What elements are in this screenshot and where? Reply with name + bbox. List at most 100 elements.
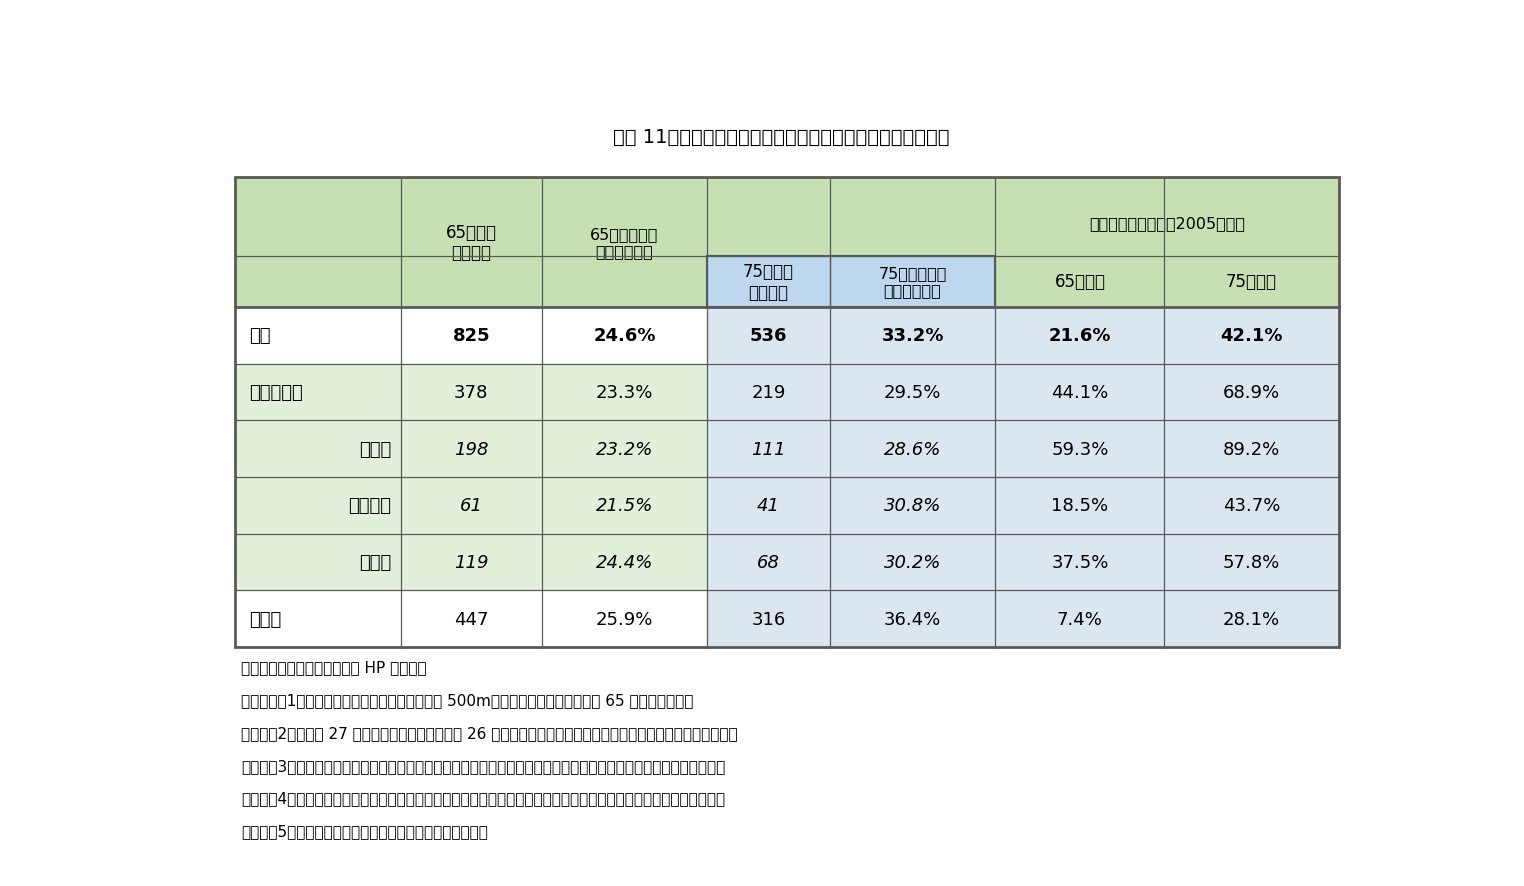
Text: （資料）農林水産政策研究所 HP より抜粋: （資料）農林水産政策研究所 HP より抜粋 — [241, 659, 427, 674]
Text: 44.1%: 44.1% — [1052, 384, 1108, 401]
Bar — [1164, 178, 1338, 307]
Text: 198: 198 — [454, 440, 489, 458]
Bar — [831, 178, 995, 256]
Bar — [401, 591, 543, 648]
Text: 65歳以上
（万人）: 65歳以上 （万人） — [447, 223, 497, 262]
Bar — [235, 421, 401, 478]
Bar — [707, 591, 831, 648]
Bar — [235, 421, 401, 478]
Text: 75歳以上人口
に占める割合: 75歳以上人口 に占める割合 — [878, 266, 946, 299]
Text: 名古屋圏: 名古屋圏 — [349, 497, 392, 515]
Text: 89.2%: 89.2% — [1222, 440, 1280, 458]
Bar — [235, 591, 401, 648]
Text: 25.9%: 25.9% — [596, 610, 654, 628]
Text: （3）店舗は食肉、鮮魚、果実・野菜小売業、百貨店、総合スーパー、食品スーパー、コンビニエンスストア。: （3）店舗は食肉、鮮魚、果実・野菜小売業、百貨店、総合スーパー、食品スーパー、コ… — [241, 758, 725, 773]
Bar — [235, 534, 401, 591]
Bar — [235, 307, 401, 364]
Bar — [1164, 307, 1338, 364]
Bar — [401, 534, 543, 591]
Text: 24.6%: 24.6% — [593, 327, 655, 345]
Text: 7.4%: 7.4% — [1058, 610, 1103, 628]
Text: 28.1%: 28.1% — [1222, 610, 1280, 628]
Text: 825: 825 — [453, 327, 491, 345]
Bar — [995, 478, 1164, 534]
Bar — [995, 421, 1164, 478]
Text: 23.3%: 23.3% — [596, 384, 654, 401]
Bar — [401, 478, 543, 534]
Bar — [707, 534, 831, 591]
Text: 23.2%: 23.2% — [596, 440, 654, 458]
Text: 68.9%: 68.9% — [1222, 384, 1280, 401]
Text: 18.5%: 18.5% — [1052, 497, 1108, 515]
Text: 65歳以上人口
に占める割合: 65歳以上人口 に占める割合 — [590, 227, 658, 259]
Bar — [831, 534, 995, 591]
Text: 42.1%: 42.1% — [1221, 327, 1283, 345]
Text: 21.6%: 21.6% — [1049, 327, 1111, 345]
Bar — [401, 421, 543, 478]
Bar — [235, 178, 401, 307]
Text: （注）　（1）「アクセス困難人口」は店舗まで 500m以上かつ自動車利用困難な 65 歳以上高齢者。: （注） （1）「アクセス困難人口」は店舗まで 500m以上かつ自動車利用困難な … — [241, 692, 693, 707]
Text: 57.8%: 57.8% — [1222, 554, 1280, 571]
Bar — [543, 178, 707, 307]
Text: 図表 11　食料品へのアクセスに困難がある高齢者人口と比率: 図表 11 食料品へのアクセスに困難がある高齢者人口と比率 — [613, 128, 949, 146]
Bar — [831, 256, 995, 307]
Bar — [543, 478, 707, 534]
Bar — [831, 478, 995, 534]
Bar — [995, 534, 1164, 591]
Bar — [707, 478, 831, 534]
Bar — [831, 307, 995, 364]
Bar — [235, 178, 1338, 648]
Text: 447: 447 — [454, 610, 489, 628]
Bar — [707, 256, 831, 307]
Bar — [235, 364, 401, 421]
Text: 43.7%: 43.7% — [1222, 497, 1280, 515]
Text: 28.6%: 28.6% — [884, 440, 942, 458]
Text: 119: 119 — [454, 554, 489, 571]
Bar — [707, 307, 831, 364]
Bar — [995, 307, 1164, 364]
Bar — [543, 591, 707, 648]
Bar — [235, 478, 401, 534]
Bar — [831, 591, 995, 648]
Text: 75歳以上
（万人）: 75歳以上 （万人） — [744, 262, 794, 301]
Bar — [707, 421, 831, 478]
Bar — [235, 591, 401, 648]
Text: 41: 41 — [757, 497, 780, 515]
Text: 61: 61 — [460, 497, 483, 515]
Bar — [543, 534, 707, 591]
Bar — [235, 534, 401, 591]
Text: （5）ラウンドのため合計が一致しない場合がある。: （5）ラウンドのため合計が一致しない場合がある。 — [241, 823, 488, 838]
Bar — [995, 591, 1164, 648]
Bar — [543, 364, 707, 421]
Text: 316: 316 — [751, 610, 786, 628]
Text: （2）「平成 27 年国勢調査」および「平成 26 年商業統計」のメッシュ統計を用いて推計したものである。: （2）「平成 27 年国勢調査」および「平成 26 年商業統計」のメッシュ統計を… — [241, 725, 738, 740]
Text: 29.5%: 29.5% — [884, 384, 942, 401]
Bar — [831, 421, 995, 478]
Text: 33.2%: 33.2% — [881, 327, 943, 345]
Text: 37.5%: 37.5% — [1052, 554, 1108, 571]
Text: （4）東京圏は東京、埼玉、千葉、神奈川、名古屋圏は愛知、岐阜、三重、大阪圏は大阪、京都、兵庫、奈良。: （4）東京圏は東京、埼玉、千葉、神奈川、名古屋圏は愛知、岐阜、三重、大阪圏は大阪… — [241, 790, 725, 805]
Bar — [235, 364, 401, 421]
Text: 三大都市圏: 三大都市圏 — [250, 384, 303, 401]
Bar — [707, 364, 831, 421]
Text: 65歳以上: 65歳以上 — [1055, 273, 1105, 291]
Bar — [707, 178, 831, 256]
Text: 378: 378 — [454, 384, 489, 401]
Text: 困難人口の変化率（2005年比）: 困難人口の変化率（2005年比） — [1090, 216, 1245, 231]
Text: 219: 219 — [751, 384, 786, 401]
Bar — [995, 364, 1164, 421]
Bar — [235, 478, 401, 534]
Bar — [401, 364, 543, 421]
Bar — [543, 307, 707, 364]
Bar — [401, 307, 543, 364]
Text: 24.4%: 24.4% — [596, 554, 654, 571]
Bar — [543, 421, 707, 478]
Bar — [1164, 591, 1338, 648]
Text: 59.3%: 59.3% — [1052, 440, 1108, 458]
Bar — [831, 364, 995, 421]
Text: 68: 68 — [757, 554, 780, 571]
Text: 111: 111 — [751, 440, 786, 458]
Text: 全国: 全国 — [250, 327, 271, 345]
Bar — [1164, 364, 1338, 421]
Bar — [1164, 421, 1338, 478]
